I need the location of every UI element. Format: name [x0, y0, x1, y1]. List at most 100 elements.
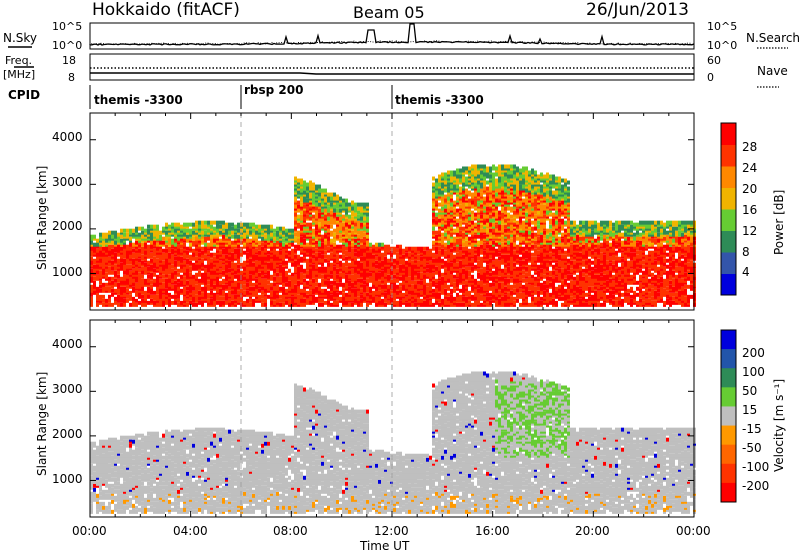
power-cell [147, 270, 150, 275]
power-cell [435, 222, 438, 227]
cpid-label: CPID [8, 88, 40, 102]
power-cell [309, 180, 312, 185]
power-cell [315, 186, 318, 191]
power-cell [282, 228, 285, 233]
power-cell [381, 300, 384, 305]
power-cell [378, 250, 381, 255]
power-cell [327, 258, 330, 263]
power-cell [372, 266, 375, 271]
power-cell [447, 284, 450, 289]
power-cell [351, 274, 354, 279]
power-cell [228, 282, 231, 287]
power-cell [471, 288, 474, 293]
power-cell [327, 296, 330, 301]
power-cell [138, 290, 141, 295]
power-cell [243, 302, 246, 307]
power-cell [228, 242, 231, 247]
power-cell [489, 286, 492, 291]
power-cell [321, 278, 324, 283]
power-cell [156, 300, 159, 305]
power-cell [261, 258, 264, 263]
power-cell [210, 282, 213, 287]
power-cell [447, 186, 450, 191]
power-cell [150, 266, 153, 271]
power-cell [381, 290, 384, 295]
power-cell [231, 268, 234, 273]
power-cell [483, 276, 486, 281]
power-cell [414, 256, 417, 261]
power-cell [381, 246, 384, 251]
power-cell [378, 282, 381, 287]
power-cell [285, 238, 288, 243]
power-cell [234, 248, 237, 253]
power-cell [183, 264, 186, 269]
power-cell [165, 248, 168, 253]
power-cell [336, 204, 339, 209]
power-cell [357, 236, 360, 241]
power-cell [366, 236, 369, 241]
power-cell [96, 252, 99, 257]
power-cell [315, 230, 318, 235]
power-cell [216, 234, 219, 239]
power-cell [492, 198, 495, 203]
power-cell [168, 238, 171, 243]
power-cell [417, 274, 420, 279]
power-cell [222, 292, 225, 297]
power-cell [390, 252, 393, 257]
power-cell [285, 276, 288, 281]
power-cell [336, 228, 339, 233]
power-cell [486, 190, 489, 195]
power-cell [252, 268, 255, 273]
power-cell [333, 294, 336, 299]
power-cell [402, 298, 405, 303]
power-cell [357, 260, 360, 265]
power-cell [291, 228, 294, 233]
power-cell [342, 206, 345, 211]
power-cell [219, 240, 222, 245]
power-cell [330, 256, 333, 261]
power-cell [129, 282, 132, 287]
power-cell [198, 262, 201, 267]
power-cell [330, 220, 333, 225]
power-cell [300, 250, 303, 255]
power-cell [246, 246, 249, 251]
power-cell [93, 264, 96, 269]
power-cell [459, 262, 462, 267]
power-cell [459, 220, 462, 225]
power-cell [495, 172, 498, 177]
power-cell [237, 300, 240, 305]
power-cell [156, 282, 159, 287]
power-cell [426, 254, 429, 259]
power-cell [147, 262, 150, 267]
power-cell [477, 170, 480, 175]
power-cell [192, 256, 195, 261]
power-cell [387, 260, 390, 265]
power-cell [480, 244, 483, 249]
power-cell [351, 236, 354, 241]
power-cell [462, 302, 465, 307]
power-cell [291, 242, 294, 247]
power-cell [189, 280, 192, 285]
power-cell [108, 286, 111, 291]
power-cell [450, 226, 453, 231]
power-cell [273, 302, 276, 307]
power-cell [333, 236, 336, 241]
power-cell [480, 246, 483, 251]
power-cell [174, 274, 177, 279]
power-cell [339, 262, 342, 267]
power-cell [327, 276, 330, 281]
power-cell [483, 256, 486, 261]
power-cell [330, 284, 333, 289]
power-cell [180, 244, 183, 249]
power-cell [474, 230, 477, 235]
power-cell [261, 226, 264, 231]
power-cell [204, 282, 207, 287]
power-cell [345, 270, 348, 275]
power-cell [369, 278, 372, 283]
power-cell [450, 294, 453, 299]
power-cell [165, 250, 168, 255]
power-cell [360, 302, 363, 307]
power-cell [99, 242, 102, 247]
power-cell [183, 254, 186, 259]
power-cell [339, 204, 342, 209]
